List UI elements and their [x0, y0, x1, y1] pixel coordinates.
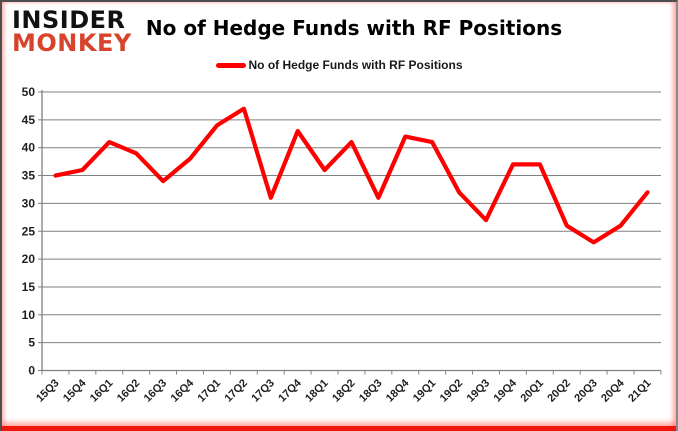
y-tick-label: 50 [22, 85, 36, 99]
x-category-label: 17Q1 [196, 377, 224, 405]
x-category-label: 18Q4 [384, 377, 412, 405]
x-category-label: 20Q2 [545, 377, 573, 405]
x-category-label: 15Q4 [61, 377, 89, 405]
x-category-label: 18Q1 [303, 377, 331, 405]
y-tick-label: 35 [22, 169, 36, 183]
x-category-label: 16Q4 [169, 377, 197, 405]
y-tick-label: 15 [22, 280, 36, 294]
y-tick-label: 25 [22, 224, 36, 238]
y-tick-label: 0 [28, 364, 35, 378]
y-tick-label: 45 [22, 113, 36, 127]
legend-label: No of Hedge Funds with RF Positions [248, 58, 463, 72]
x-category-label: 18Q2 [330, 377, 358, 405]
y-tick-label: 40 [22, 141, 36, 155]
x-category-label: 20Q1 [518, 377, 546, 405]
x-category-label: 16Q3 [142, 377, 170, 405]
x-category-label: 21Q1 [626, 377, 654, 405]
insider-monkey-logo: INSIDER MONKEY [12, 6, 132, 57]
chart-title: No of Hedge Funds with RF Positions [145, 16, 563, 40]
x-category-label: 18Q3 [357, 377, 385, 405]
y-tick-label: 10 [22, 308, 36, 322]
series-line [53, 106, 650, 245]
x-category-label: 19Q2 [438, 377, 466, 405]
y-tick-label: 20 [22, 252, 36, 266]
legend-line-marker-icon [215, 62, 246, 68]
logo-line-insider: INSIDER [12, 6, 126, 34]
x-category-label: 19Q4 [492, 377, 520, 405]
x-category-label: 15Q3 [34, 377, 62, 405]
x-category-label: 17Q2 [222, 377, 250, 405]
x-category-label: 16Q1 [88, 377, 116, 405]
x-category-label: 20Q4 [599, 377, 627, 405]
x-category-label: 17Q3 [249, 377, 277, 405]
x-category-label: 20Q3 [572, 377, 600, 405]
y-tick-label: 30 [22, 196, 36, 210]
frame-bottom-red-bar [2, 426, 676, 431]
x-category-label: 16Q2 [115, 377, 143, 405]
y-tick-label: 5 [28, 336, 35, 350]
legend: No of Hedge Funds with RF Positions [2, 58, 676, 72]
x-category-label: 19Q3 [465, 377, 493, 405]
x-category-label: 17Q4 [276, 377, 304, 405]
logo-line-monkey: MONKEY [12, 29, 132, 57]
x-category-label: 19Q1 [411, 377, 439, 405]
